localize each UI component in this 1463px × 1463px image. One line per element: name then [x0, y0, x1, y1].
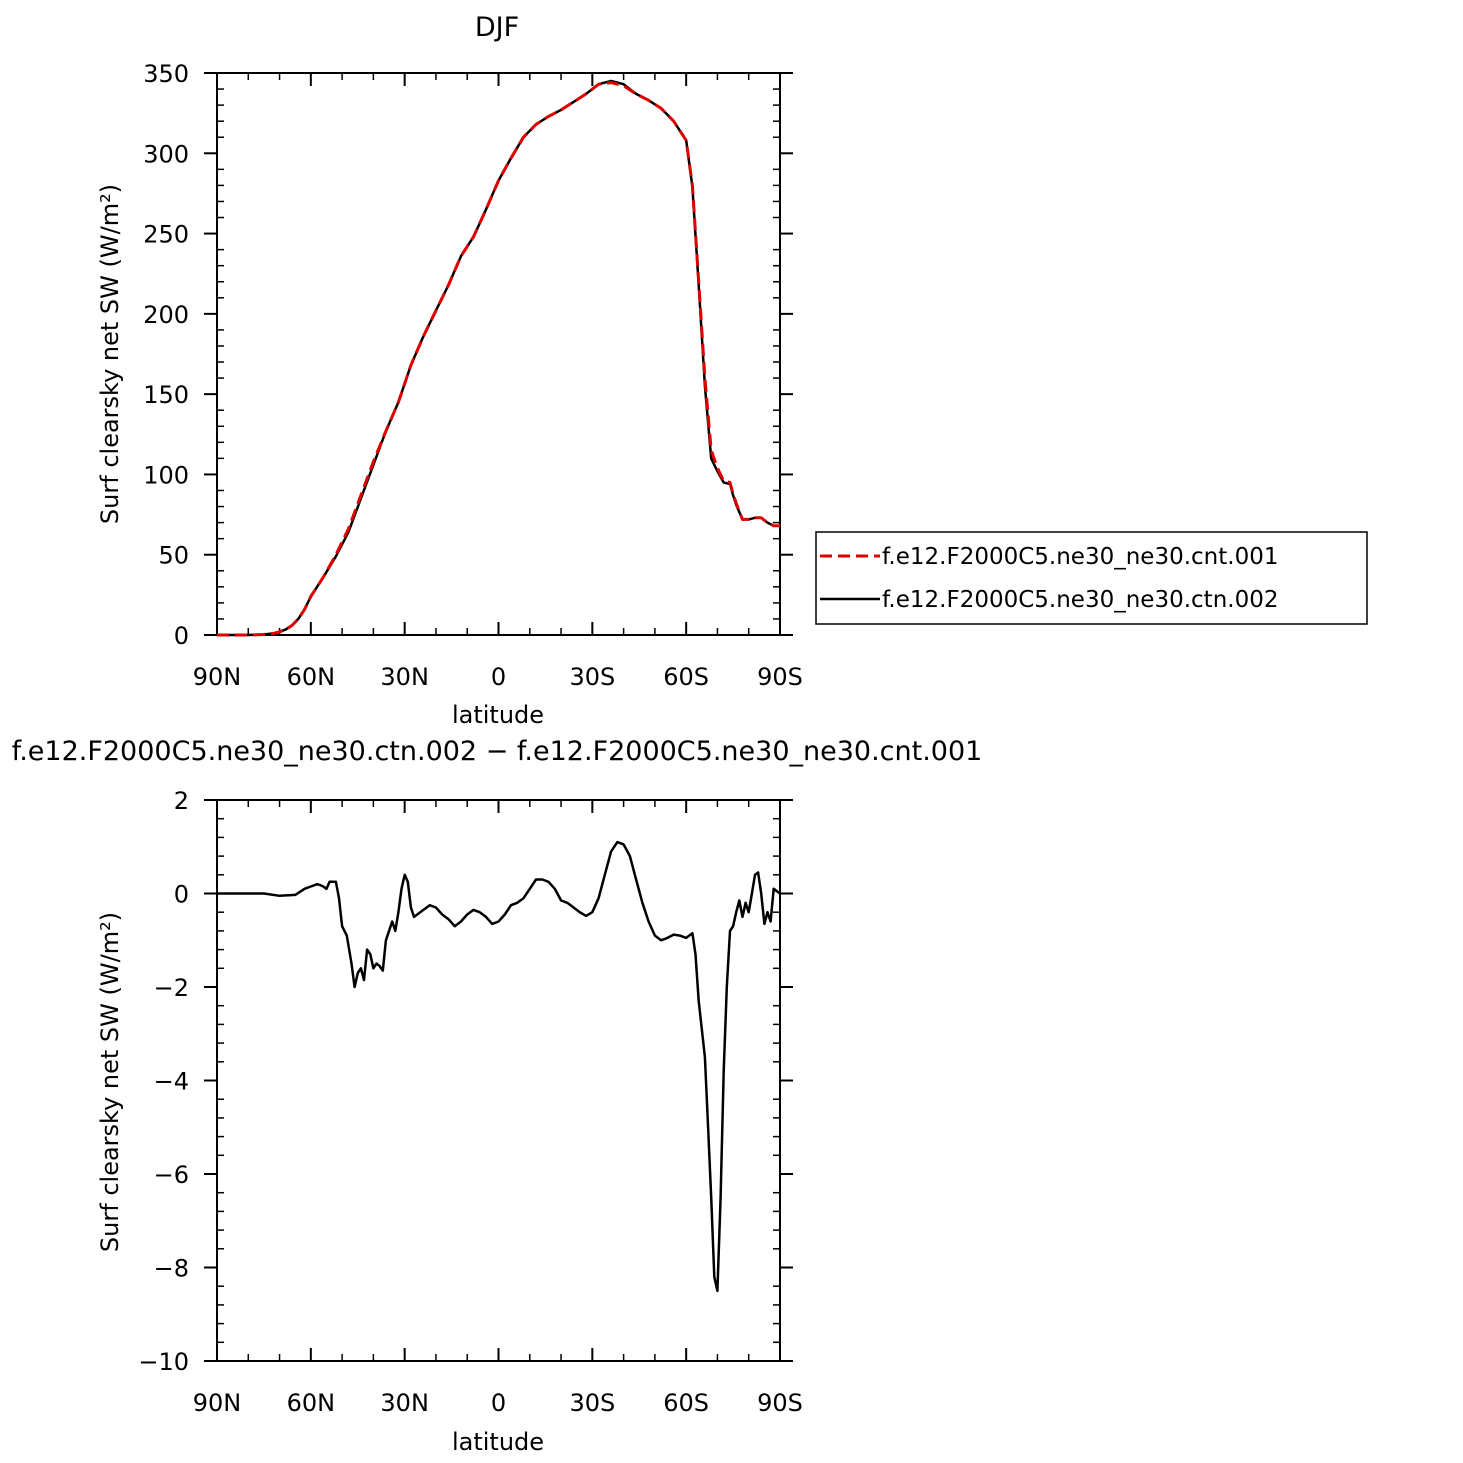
bottom-ytick-label: −6: [154, 1161, 189, 1189]
bottom-plot-frame: [216, 799, 781, 1362]
legend-box: [815, 531, 1368, 625]
legend-label-ctn: f.e12.F2000C5.ne30_ne30.ctn.002: [882, 587, 1278, 613]
legend: f.e12.F2000C5.ne30_ne30.cnt.001 f.e12.F2…: [815, 531, 1368, 625]
top-ytick-label: 150: [143, 381, 189, 409]
bottom-ticks: 90N 60N 30N 0 30S 60S 90S 2 0 −2 −4 −6 −8 −10: [138, 787, 803, 1417]
top-plot-frame: [216, 72, 781, 636]
bottom-ytick-label: −8: [154, 1255, 189, 1283]
top-xtick-label: 30S: [569, 663, 615, 691]
top-series-lines: [217, 79, 780, 637]
top-ytick-label: 350: [143, 60, 189, 88]
top-title: DJF: [475, 12, 519, 43]
bottom-ytick-label: −10: [138, 1348, 189, 1376]
bottom-ytick-label: −2: [154, 974, 189, 1002]
top-xtick-label: 30N: [380, 663, 429, 691]
bottom-xtick-label: 90N: [193, 1389, 242, 1417]
top-series-line-0: [217, 81, 780, 637]
bottom-ytick-label: 2: [174, 787, 189, 815]
bottom-ylabel: Surf clearsky net SW (W/m²): [96, 912, 124, 1252]
bottom-xtick-label: 90S: [757, 1389, 803, 1417]
bottom-xtick-label: 30S: [569, 1389, 615, 1417]
top-xtick-label: 60N: [287, 663, 336, 691]
legend-label-cnt: f.e12.F2000C5.ne30_ne30.cnt.001: [882, 544, 1278, 570]
top-ytick-label: 200: [143, 301, 189, 329]
top-xtick-label: 90N: [193, 663, 242, 691]
bottom-xlabel: latitude: [452, 1428, 544, 1456]
bottom-ytick-label: −4: [154, 1068, 189, 1096]
top-ticks: 90N 60N 30N 0 30S 60S 90S 0 50 100 150 200 250 300 350: [143, 60, 803, 691]
bottom-xtick-label: 60S: [663, 1389, 709, 1417]
bottom-xtick-label: 30N: [380, 1389, 429, 1417]
top-xtick-label: 60S: [663, 663, 709, 691]
top-xlabel: latitude: [452, 701, 544, 729]
bottom-xtick-label: 60N: [287, 1389, 336, 1417]
bottom-panel: f.e12.F2000C5.ne30_ne30.ctn.002 − f.e12.…: [12, 736, 983, 1456]
bottom-series-lines: [217, 840, 781, 1293]
top-ytick-label: 300: [143, 140, 189, 168]
top-xtick-label: 0: [491, 663, 506, 691]
top-ytick-label: 250: [143, 221, 189, 249]
top-ytick-label: 0: [174, 622, 189, 650]
bottom-title: f.e12.F2000C5.ne30_ne30.ctn.002 − f.e12.…: [12, 736, 983, 767]
bottom-series-line-0: [217, 840, 781, 1293]
bottom-xtick-label: 0: [491, 1389, 506, 1417]
bottom-ytick-label: 0: [174, 881, 189, 909]
top-ytick-label: 50: [158, 542, 189, 570]
top-series-line-1: [217, 79, 780, 637]
top-ytick-label: 100: [143, 461, 189, 489]
top-panel: DJF 90N 60N 30N 0 30S 60S 90S 0 50 100 150 200 250 30…: [96, 12, 1368, 729]
top-ylabel: Surf clearsky net SW (W/m²): [96, 184, 124, 524]
top-xtick-label: 90S: [757, 663, 803, 691]
